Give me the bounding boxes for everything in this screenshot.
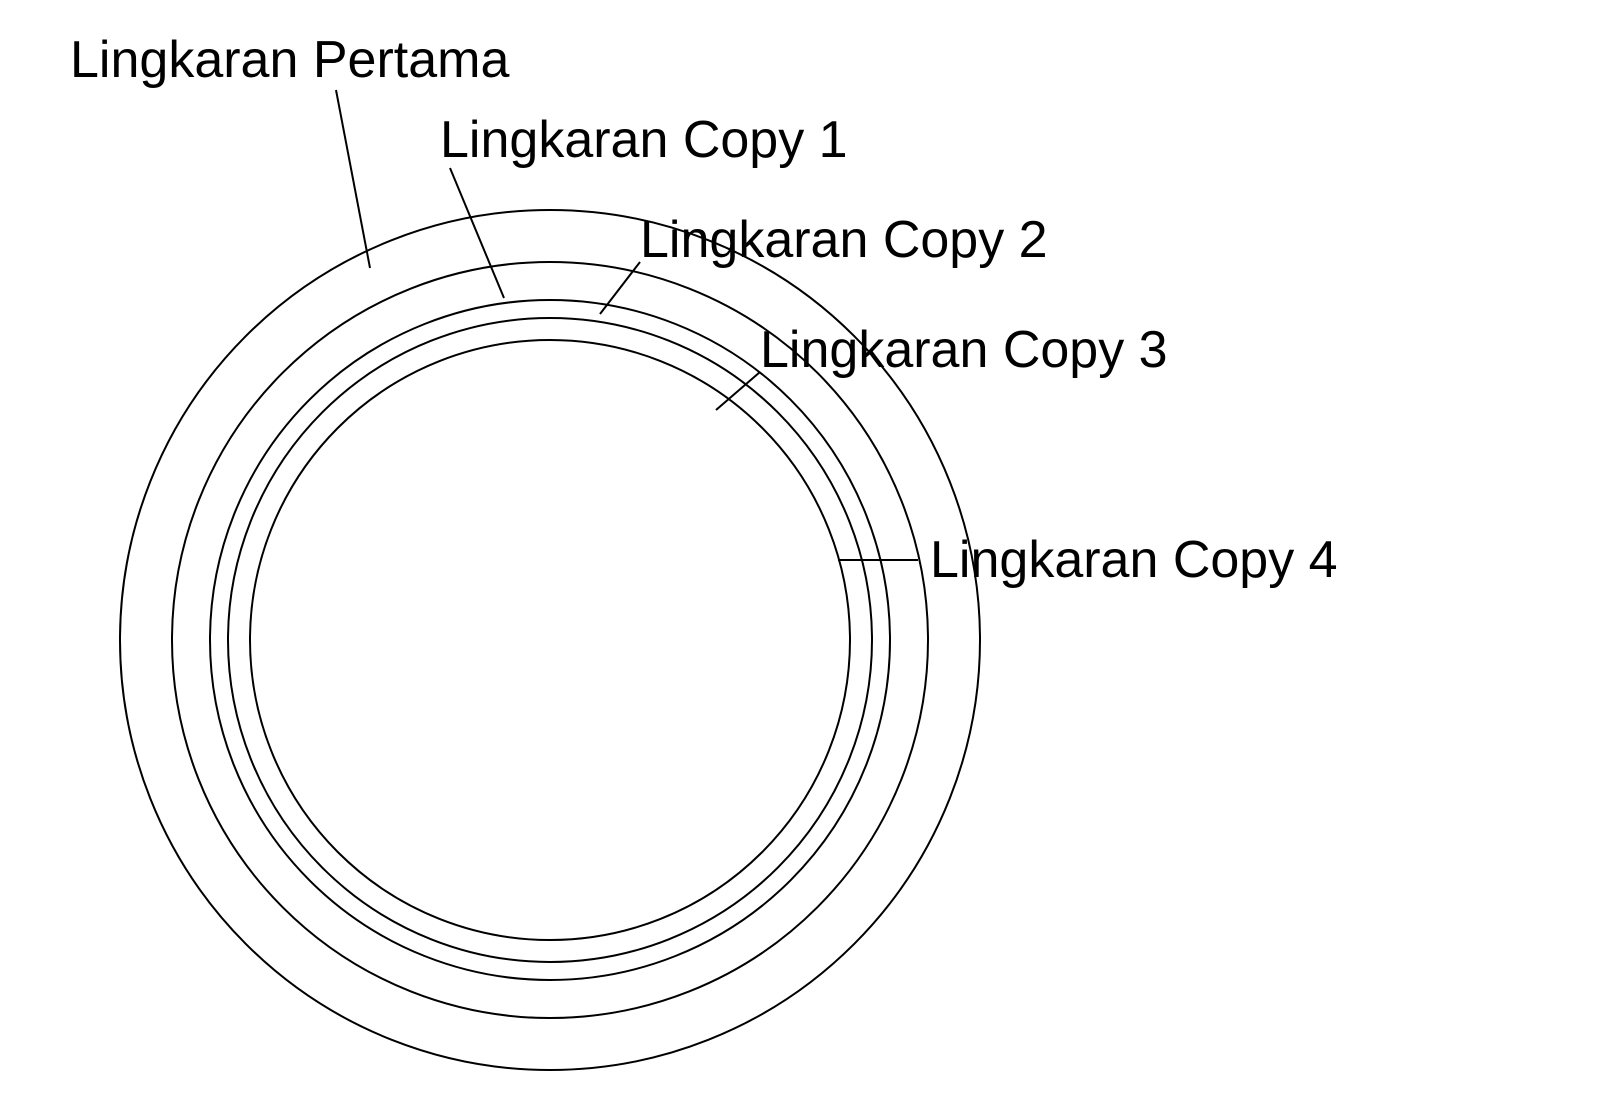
label-copy4: Lingkaran Copy 4 bbox=[930, 530, 1338, 590]
circle-copy2 bbox=[210, 300, 890, 980]
label-copy2: Lingkaran Copy 2 bbox=[640, 210, 1048, 270]
circle-copy3 bbox=[228, 318, 872, 962]
leader-first bbox=[336, 90, 370, 268]
label-first: Lingkaran Pertama bbox=[70, 30, 509, 90]
leader-copy2 bbox=[600, 262, 640, 314]
leader-copy1 bbox=[450, 168, 504, 298]
label-copy1: Lingkaran Copy 1 bbox=[440, 110, 848, 170]
label-copy3: Lingkaran Copy 3 bbox=[760, 320, 1168, 380]
circle-copy4 bbox=[250, 340, 850, 940]
